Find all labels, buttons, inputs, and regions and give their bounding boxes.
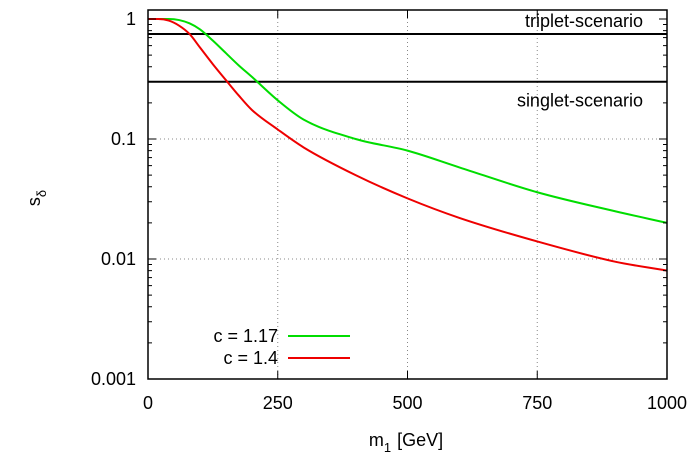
axis-ticks (147, 10, 668, 380)
x-tick-label: 1000 (647, 393, 687, 413)
series-line (147, 18, 668, 272)
x-tick-label: 250 (263, 393, 293, 413)
legend-label: c = 1.4 (223, 348, 278, 368)
legend-label: c = 1.17 (213, 326, 278, 346)
x-axis-title: m1 [GeV] (369, 430, 443, 453)
data-series (147, 18, 668, 272)
series-line (147, 18, 668, 224)
grid-lines (148, 10, 667, 379)
x-tick-label: 750 (522, 393, 552, 413)
x-tick-label: 500 (392, 393, 422, 413)
y-axis-title: sδ (24, 190, 49, 206)
y-tick-label: 0.01 (101, 249, 136, 269)
scenario-label: triplet-scenario (525, 11, 643, 31)
scenario-labels: triplet-scenario singlet-scenario (517, 11, 643, 111)
x-tick-labels: 0 250 500 750 1000 (143, 393, 687, 413)
scenario-label: singlet-scenario (517, 91, 643, 111)
y-tick-labels: 1 0.1 0.01 0.001 (91, 9, 136, 389)
x-tick-label: 0 (143, 393, 153, 413)
y-tick-label: 0.1 (111, 129, 136, 149)
scenario-lines (148, 32, 667, 83)
legend: c = 1.17c = 1.4 (213, 326, 350, 368)
y-tick-label: 0.001 (91, 369, 136, 389)
y-tick-label: 1 (126, 9, 136, 29)
